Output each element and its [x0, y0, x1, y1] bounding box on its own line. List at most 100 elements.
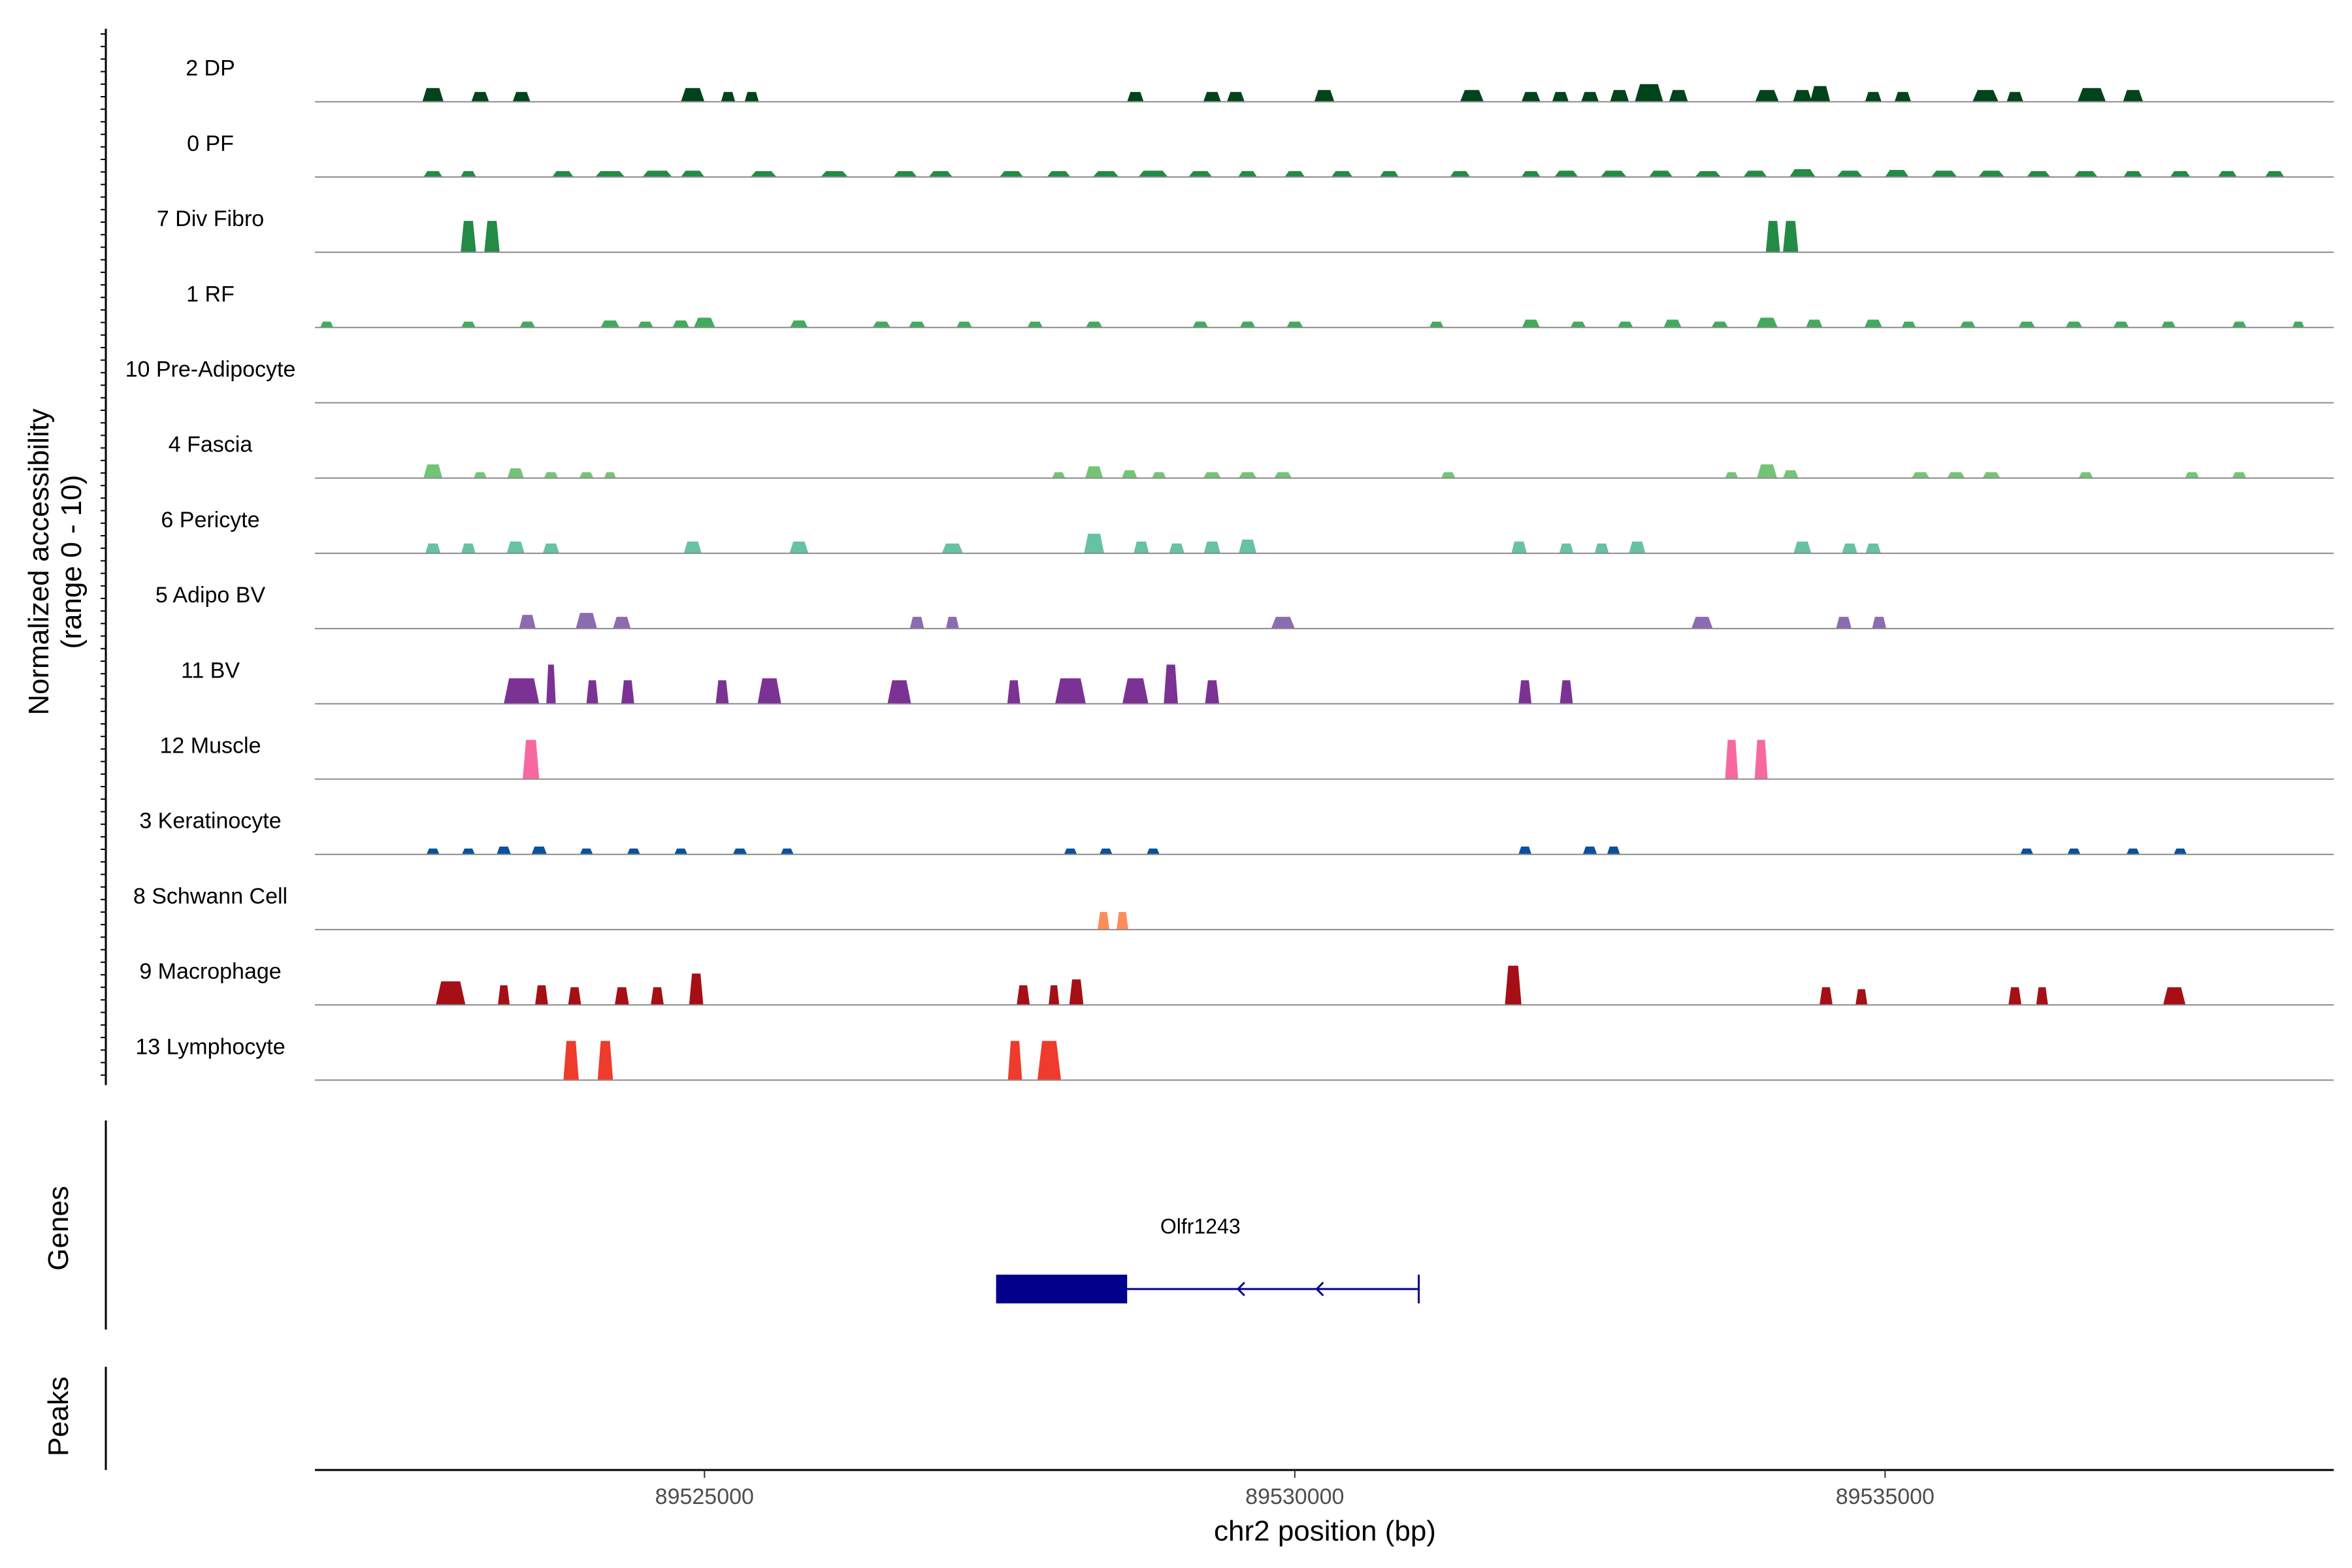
- coverage-peak: [1127, 91, 1144, 102]
- coverage-peak: [461, 543, 476, 553]
- coverage-peak: [750, 171, 777, 177]
- coverage-peak: [504, 678, 540, 704]
- coverage-peak: [651, 987, 664, 1005]
- coverage-peak: [425, 543, 441, 553]
- coverage-peak: [461, 321, 476, 328]
- coverage-peak: [1429, 321, 1444, 328]
- coverage-peak: [780, 848, 794, 855]
- coverage-peak: [1711, 321, 1728, 328]
- coverage-peak: [507, 468, 524, 478]
- coverage-peak: [790, 320, 808, 328]
- coverage-peak: [1765, 221, 1780, 253]
- coverage-peak: [732, 848, 747, 855]
- coverage-peak: [2232, 321, 2247, 328]
- coverage-peak: [744, 91, 759, 102]
- track-label: 2 DP: [186, 56, 235, 81]
- coverage-peak: [1331, 171, 1353, 177]
- coverage-peak: [471, 91, 489, 102]
- coverage-peak: [1164, 664, 1178, 704]
- coverage-peak: [552, 171, 574, 177]
- coverage-peak: [2018, 321, 2035, 328]
- track-8: 5 Adipo BV: [155, 583, 2334, 630]
- coverage-peak: [2174, 848, 2187, 855]
- coverage-peak: [1743, 171, 1767, 177]
- coverage-peak: [1007, 680, 1021, 704]
- track-10: 12 Muscle: [160, 734, 2334, 780]
- track-label: 11 BV: [181, 658, 240, 683]
- coverage-peak: [1098, 911, 1110, 930]
- coverage-peak: [1618, 321, 1633, 328]
- track-label: 8 Schwann Cell: [133, 884, 287, 909]
- coverage-peak: [1147, 848, 1160, 855]
- coverage-peak: [1960, 321, 1976, 328]
- track-label: 4 Fascia: [169, 433, 253, 457]
- coverage-peak: [1226, 91, 1245, 102]
- coverage-peak: [627, 848, 640, 855]
- coverage-peak: [689, 973, 704, 1005]
- coverage-peak: [1842, 543, 1857, 553]
- coverage-peak: [546, 664, 556, 704]
- track-4: 1 RF: [186, 282, 2334, 329]
- coverage-peak: [1441, 472, 1456, 478]
- x-axis: 89525000 89530000 89535000: [315, 1469, 2334, 1509]
- track-14: 13 Lymphocyte: [135, 1034, 2334, 1081]
- coverage-peak: [2161, 321, 2176, 328]
- coverage-peak: [1379, 171, 1399, 177]
- track-12: 8 Schwann Cell: [133, 884, 2334, 930]
- coverage-peak: [1085, 321, 1103, 328]
- coverage-peak: [715, 680, 729, 704]
- gene-Olfr1243: Olfr1243: [996, 1215, 1420, 1303]
- coverage-peak: [474, 472, 487, 478]
- coverage-peak: [423, 171, 443, 177]
- coverage-peak: [928, 171, 953, 177]
- coverage-peak: [1286, 321, 1303, 328]
- coverage-peak: [1594, 543, 1609, 553]
- coverage-peak: [1064, 848, 1077, 855]
- coverage-peak: [941, 543, 964, 553]
- coverage-peak: [461, 221, 476, 253]
- coverage-peak: [1138, 171, 1168, 177]
- coverage-peak: [1084, 533, 1104, 553]
- coverage-peak: [1793, 90, 1812, 102]
- coverage-peak: [1581, 91, 1599, 102]
- coverage-peak: [1027, 321, 1043, 328]
- coverage-peak: [1450, 171, 1471, 177]
- coverage-peak: [1757, 464, 1777, 478]
- coverage-peak: [1284, 171, 1305, 177]
- coverage-peak: [1855, 989, 1868, 1005]
- track-label: 12 Muscle: [160, 734, 261, 759]
- coverage-peak: [1864, 319, 1882, 328]
- coverage-peak: [1521, 171, 1541, 177]
- coverage-peak: [638, 321, 653, 328]
- coverage-peak: [1885, 170, 1909, 177]
- coverage-peak: [1648, 171, 1673, 177]
- coverage-peak: [506, 541, 525, 553]
- coverage-peak: [1511, 541, 1527, 553]
- coverage-peak: [461, 171, 476, 177]
- coverage-peak: [1152, 472, 1166, 478]
- coverage-peak: [1978, 171, 2004, 177]
- genes-panel: Olfr1243: [996, 1215, 1420, 1303]
- coverage-peak: [579, 472, 594, 478]
- coverage-peak: [2006, 91, 2023, 102]
- coverage-peak: [1911, 472, 1930, 478]
- coverage-peak: [544, 472, 559, 478]
- coverage-peak: [1552, 91, 1569, 102]
- track-label: 3 Keratinocyte: [139, 809, 281, 834]
- coverage-peak: [1663, 319, 1682, 328]
- coverage-peak: [1789, 169, 1816, 177]
- coverage-peak: [1052, 472, 1066, 478]
- coverage-peak: [2074, 171, 2098, 177]
- coverage-peak: [1092, 171, 1119, 177]
- coverage-peak: [1037, 1041, 1062, 1081]
- coverage-peak: [672, 320, 689, 328]
- coverage-peak: [1203, 472, 1221, 478]
- coverage-peak: [484, 221, 500, 253]
- coverage-peak: [461, 848, 475, 855]
- coverage-peak: [1756, 318, 1778, 328]
- coverage-peak: [597, 1041, 613, 1081]
- coverage-peak: [497, 846, 511, 855]
- track-3: 7 Div Fibro: [157, 206, 2334, 253]
- y-axis-title-line1: Normalized accessibility: [23, 408, 55, 715]
